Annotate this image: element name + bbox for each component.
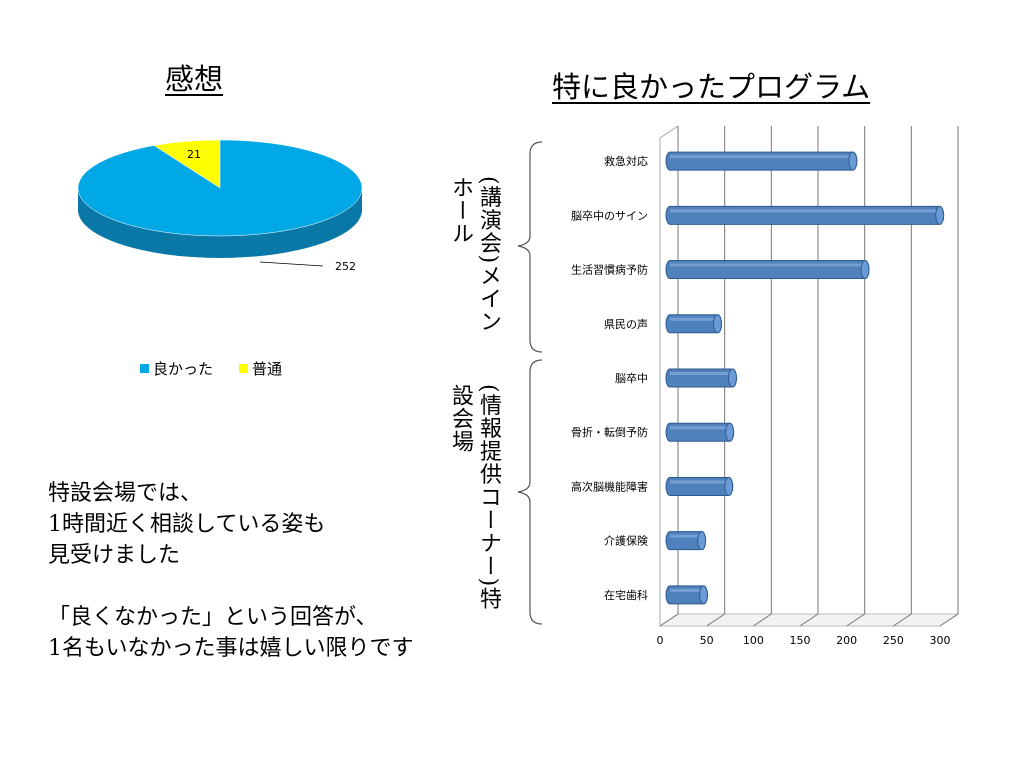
gridline (846, 126, 866, 627)
bar-highlight (670, 209, 940, 213)
notes-block: 特設会場では、 1時間近く相談している姿も 見受けました 「良くなかった」という… (48, 478, 414, 664)
bracket-special-venue (517, 359, 543, 625)
note-line: 「良くなかった」という回答が、 (48, 605, 378, 630)
legend-swatch-good (140, 364, 149, 373)
bar-cap (697, 531, 707, 551)
pie-slice-good (77, 139, 363, 237)
group-label-main-hall: (講演会)メインホール (448, 176, 501, 334)
bar-highlight (670, 372, 733, 375)
gridline (706, 126, 726, 627)
note-line: 1時間近く相談している姿も (48, 512, 326, 537)
bar-cap (935, 205, 945, 225)
bar-3 (665, 260, 870, 280)
bar-highlight (670, 317, 718, 321)
gridline (659, 126, 679, 627)
legend-label-normal: 普通 (252, 360, 283, 378)
bar-cap (724, 476, 734, 496)
pie-label-good: 252 (335, 260, 356, 273)
bracket-main-hall (517, 141, 543, 353)
note-line: 見受けました (48, 543, 181, 568)
gridline (799, 126, 819, 627)
category-label: 高次脳機能障害 (571, 479, 648, 493)
pie-chart-title: 感想 (165, 62, 224, 96)
gridline (939, 126, 959, 627)
bar-cap (860, 260, 870, 280)
bar-7 (665, 476, 734, 496)
category-label: 救急対応 (604, 154, 648, 168)
bar-highlight (670, 426, 730, 430)
bar-highlight (670, 263, 865, 267)
bar-2 (665, 205, 945, 225)
category-label: 介護保険 (604, 534, 648, 548)
bar-highlight (670, 155, 853, 159)
bar-chart-title: 特に良かったプログラム (552, 70, 871, 104)
category-label: 生活習慣病予防 (571, 263, 648, 277)
bar-highlight (670, 588, 704, 592)
x-tick-label: 0 (657, 634, 664, 647)
pie-label-normal: 21 (187, 148, 201, 161)
bar-highlight (670, 534, 702, 538)
legend-label-good: 良かった (153, 360, 214, 378)
pie-side-good (78, 188, 362, 258)
x-tick-label: 150 (790, 634, 811, 647)
x-tick-label: 250 (883, 634, 904, 647)
bar-cap (725, 422, 735, 442)
bar-6 (665, 422, 735, 442)
note-line: 1名もいなかった事は嬉しい限りです (48, 636, 414, 661)
bar-1 (665, 151, 858, 171)
bar-cap (848, 151, 858, 171)
legend-swatch-normal (239, 364, 249, 373)
bar-5 (665, 368, 737, 388)
category-label: 脳卒中 (615, 371, 648, 385)
x-tick-label: 300 (930, 634, 951, 647)
group-label-special-venue: (情報提供コーナー)特設会場 (448, 384, 501, 611)
pie-legend: 良かった 普通 (140, 358, 282, 379)
satisfaction-pie-chart: 21 252 (77, 139, 363, 273)
category-label: 在宅歯科 (604, 588, 648, 602)
category-label: 脳卒中のサイン (571, 208, 648, 222)
category-label: 県民の声 (604, 317, 648, 331)
gridline (893, 126, 912, 627)
x-tick-label: 200 (836, 634, 857, 647)
x-tick-label: 50 (700, 634, 714, 647)
x-tick-label: 100 (743, 634, 764, 647)
legend-item-good: 良かった (140, 358, 213, 379)
bar-cap (699, 585, 709, 605)
bar-cap (727, 368, 737, 388)
category-label: 骨折・転倒予防 (571, 425, 648, 439)
bar-highlight (670, 480, 729, 484)
gridline (753, 126, 772, 627)
program-bar-chart: 救急対応脳卒中のサイン生活習慣病予防県民の声脳卒中骨折・転倒予防高次脳機能障害介… (517, 125, 960, 647)
bar-cap (713, 314, 723, 334)
legend-item-normal: 普通 (239, 358, 282, 379)
note-line: 特設会場では、 (48, 481, 203, 506)
pie-leader-line (259, 261, 324, 267)
